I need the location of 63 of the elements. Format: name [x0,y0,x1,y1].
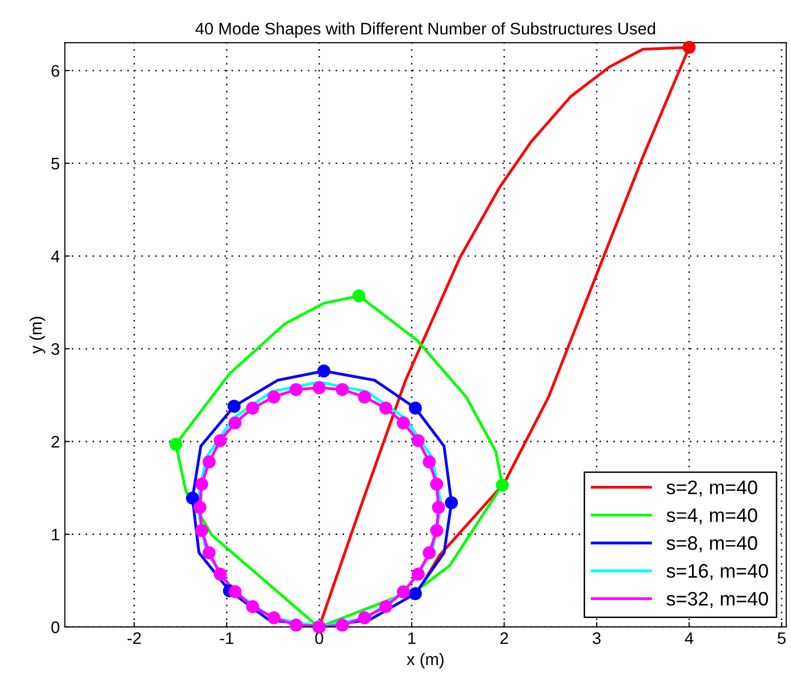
point [430,524,444,538]
x-tick-label: 3 [592,632,601,644]
legend-label: s=8, m=40 [666,536,758,552]
point [202,455,216,468]
y-axis-title: y (m) [30,316,46,354]
legend-label: s=16, m=40 [666,564,768,580]
point [352,289,366,302]
point [195,524,208,538]
point [202,546,216,560]
point [267,390,280,404]
point [379,600,392,614]
point [422,455,436,468]
point [496,478,509,492]
point [430,478,444,491]
point [246,600,260,614]
legend-label: s=2, m=40 [666,480,758,497]
point [358,390,372,404]
point [408,402,422,415]
point [422,546,436,560]
point [682,40,696,54]
point [336,383,349,396]
point [432,500,446,514]
x-tick-label: -1 [220,632,234,644]
point [412,434,425,448]
legend-label: s=32, m=40 [666,592,768,608]
y-tick-label: 0 [51,621,60,634]
point [358,611,372,624]
y-tick-label: 3 [51,343,60,355]
point [228,400,241,413]
point [396,585,410,598]
point [195,478,208,491]
y-tick-label: 6 [52,64,60,77]
point [412,568,425,581]
point [228,416,242,430]
point [214,568,227,581]
point [379,402,392,415]
point [336,618,349,632]
point [290,383,303,396]
point [408,587,422,600]
x-tick-label: 4 [684,632,694,644]
legend-label: s=4, m=40 [666,508,758,524]
x-tick-label: 5 [778,632,786,644]
x-tick-label: -2 [128,632,141,644]
point [290,618,303,632]
point [193,500,206,514]
y-tick-label: 2 [52,436,60,448]
point [396,416,410,430]
point [312,381,326,394]
point [169,438,182,451]
point [444,496,458,510]
point [186,492,199,505]
point [267,611,280,624]
x-axis-title: x (m) [406,652,444,668]
x-tick-label: 1 [408,632,416,644]
y-tick-label: 4 [51,250,60,262]
point [246,402,260,415]
point [228,585,242,598]
y-tick-label: 5 [51,158,60,170]
x-tick-label: 2 [500,632,508,644]
point [317,364,330,378]
point [214,434,227,448]
chart-title: 40 Mode Shapes with Different Number of Substructures Used [195,22,656,38]
y-tick-label: 1 [52,528,60,540]
